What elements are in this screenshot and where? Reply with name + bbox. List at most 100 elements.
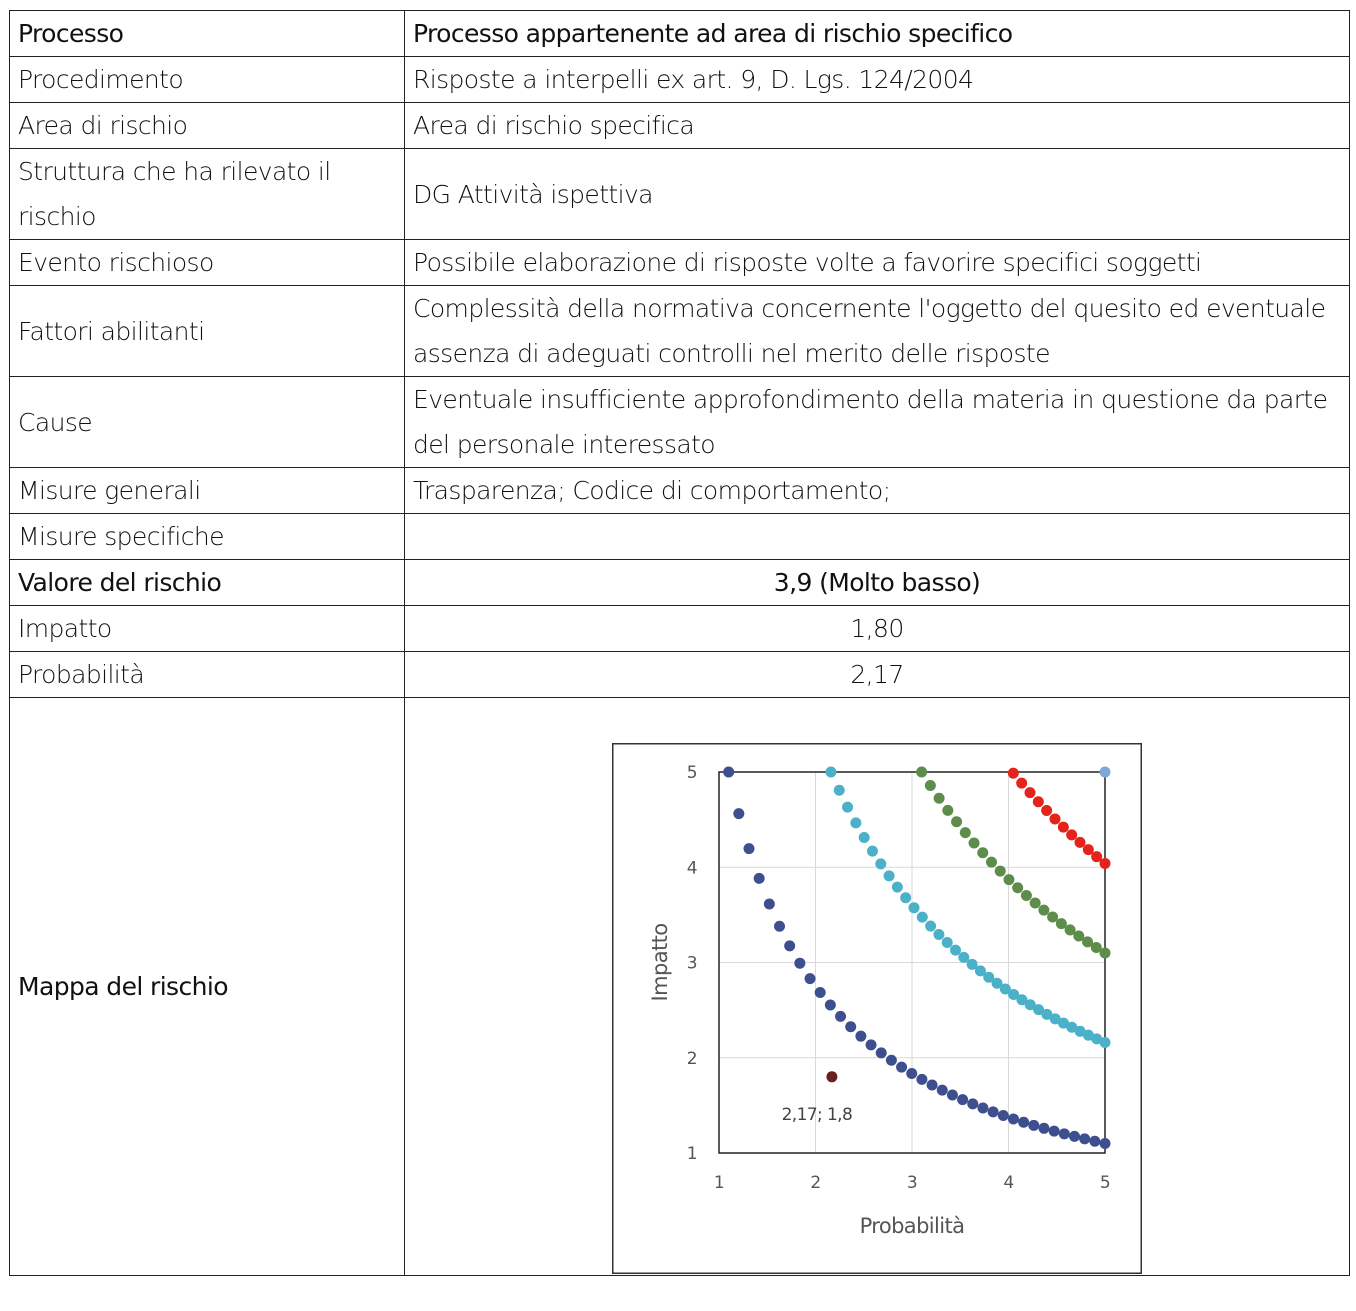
scatter-point [850,817,862,829]
scatter-point [835,1010,847,1022]
row-label: Misure generali [9,467,405,514]
scatter-point [1033,1004,1045,1016]
scatter-point [957,1094,969,1106]
scatter-point [1099,857,1111,869]
row-label: Fattori abilitanti [9,285,405,377]
row-value: 3,9 (Molto basso) [404,559,1350,606]
chart-frame [612,743,1142,1274]
scatter-point [794,957,806,969]
row-value: DG Attività ispettiva [404,148,1350,240]
x-axis-label: Probabilità [860,1214,965,1238]
scatter-point [999,983,1011,995]
table-row-processo: Processo Processo appartenente ad area d… [9,10,1350,57]
scatter-point [723,766,735,778]
scatter-point [941,937,953,949]
row-label: Misure specifiche [9,513,405,560]
row-label: Valore del rischio [9,559,405,606]
table-row-struttura: Struttura che ha rilevato il rischio DG … [9,148,1350,240]
highlight-point [826,1071,838,1083]
risk-map-cell: 1 2 3 4 5 1 2 3 4 5 Probabilità Impatto 2,17; 1,8 [404,697,1350,1276]
scatter-point [983,971,995,983]
scatter-point [875,858,887,870]
row-label: Struttura che ha rilevato il rischio [9,148,405,240]
scatter-point [951,816,963,828]
scatter-point [959,827,971,839]
scatter-point [885,1054,897,1066]
row-value: 2,17 [404,651,1350,698]
scatter-point [1082,844,1094,856]
scatter-point [908,902,920,914]
scatter-point [1099,1137,1111,1149]
y-tick-label: 4 [687,858,697,878]
scatter-point [1049,813,1061,825]
scatter-point [1057,1017,1069,1029]
row-value: Area di rischio specifica [404,102,1350,149]
scatter-point [967,1098,979,1110]
scatter-point [896,1061,908,1073]
scatter-point [1048,1125,1060,1137]
scatter-point [916,911,928,923]
row-label: Area di rischio [9,102,405,149]
scatter-point [1099,1037,1111,1049]
scatter-point [900,892,912,904]
scatter-point [1089,1135,1101,1147]
table-row-mappa: Mappa del rischio 1 2 3 4 5 1 2 3 4 5 Probabilità I… [9,697,1350,1276]
y-tick-label: 3 [687,954,697,974]
scatter-point [1091,851,1103,863]
scatter-point [824,999,836,1011]
scatter-point [825,766,837,778]
scatter-point [1038,1122,1050,1134]
x-tick-label: 4 [1003,1173,1013,1193]
row-value: Processo appartenente ad area di rischio… [404,10,1350,57]
scatter-point [833,784,845,796]
row-value: Trasparenza; Codice di comportamento; [404,467,1350,514]
y-tick-label: 1 [687,1144,697,1164]
scatter-point [1016,777,1028,789]
scatter-point [814,987,826,999]
scatter-point [1041,805,1053,817]
row-value: Eventuale insufficiente approfondimento … [404,376,1350,468]
scatter-point [924,780,936,792]
scatter-point [1073,930,1085,942]
scatter-point [1066,1021,1078,1033]
row-value: Possibile elaborazione di risposte volte… [404,239,1350,286]
table-row-impatto: Impatto 1,80 [9,605,1350,652]
scatter-point [855,1030,867,1042]
scatter-point [1024,787,1036,799]
scatter-point [743,843,755,855]
scatter-point [1028,1119,1040,1131]
scatter-point [1068,1130,1080,1142]
row-label: Processo [9,10,405,57]
scatter-point [1066,829,1078,841]
scatter-point [883,870,895,882]
scatter-point [774,920,786,932]
scatter-point [977,847,989,859]
scatter-point [1055,918,1067,930]
scatter-point [958,951,970,963]
risk-map-container: 1 2 3 4 5 1 2 3 4 5 Probabilità Impatto 2,17; 1,8 [405,698,1349,1275]
scatter-point [1082,1029,1094,1041]
table-row-fattori: Fattori abilitanti Complessità della nor… [9,285,1350,377]
scatter-point [858,831,870,843]
scatter-point [1020,890,1032,902]
scatter-point [1074,836,1086,848]
row-label: Probabilità [9,651,405,698]
scatter-point [936,1084,948,1096]
row-label: Evento rischioso [9,239,405,286]
row-label: Impatto [9,605,405,652]
scatter-point [916,1073,928,1085]
table-row-procedimento: Procedimento Risposte a interpelli ex ar… [9,56,1350,103]
scatter-point [974,965,986,977]
scatter-point [733,808,745,820]
table-row-misure-generali: Misure generali Trasparenza; Codice di c… [9,467,1350,514]
scatter-point [865,1039,877,1051]
scatter-point [1047,911,1059,923]
x-tick-label: 3 [907,1173,917,1193]
scatter-point [966,958,978,970]
scatter-point [950,944,962,956]
table-row-misure-specifiche: Misure specifiche [9,513,1350,560]
scatter-point [1099,766,1111,778]
highlight-point-label: 2,17; 1,8 [782,1105,853,1125]
scatter-point [991,977,1003,989]
row-label: Procedimento [9,56,405,103]
